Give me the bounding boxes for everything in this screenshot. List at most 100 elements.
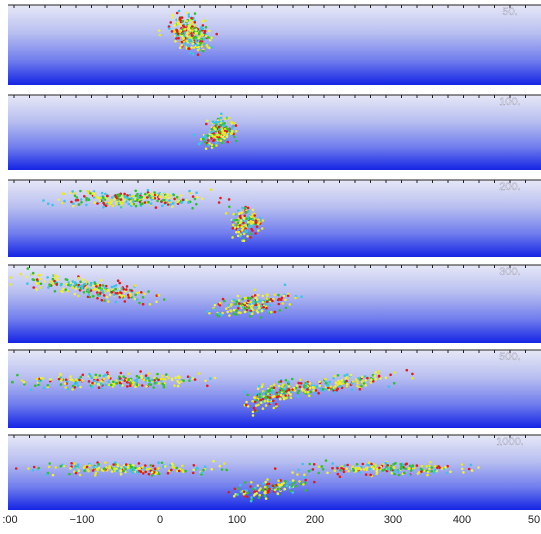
particle bbox=[72, 380, 75, 383]
particle bbox=[214, 304, 217, 307]
particle bbox=[167, 197, 170, 200]
particle bbox=[321, 465, 324, 468]
particle bbox=[405, 463, 408, 466]
particle bbox=[192, 53, 195, 56]
particle bbox=[401, 466, 404, 469]
particle bbox=[232, 227, 235, 230]
x-tick-label: 50 bbox=[528, 514, 540, 526]
particle bbox=[345, 377, 348, 380]
particle bbox=[352, 469, 355, 472]
particle bbox=[103, 203, 106, 206]
particle bbox=[115, 284, 118, 287]
particle bbox=[194, 198, 197, 201]
particle bbox=[334, 470, 337, 473]
particle bbox=[296, 384, 299, 387]
particle bbox=[97, 463, 100, 466]
particle bbox=[192, 469, 195, 472]
particle bbox=[226, 311, 229, 314]
particle bbox=[178, 10, 181, 13]
particle bbox=[79, 285, 82, 288]
particle bbox=[60, 283, 63, 286]
time-label: 50. bbox=[502, 6, 517, 18]
particle bbox=[187, 201, 190, 204]
particle bbox=[159, 34, 162, 37]
particle bbox=[91, 382, 94, 385]
particle bbox=[385, 462, 388, 465]
particle bbox=[74, 282, 77, 285]
particle bbox=[249, 232, 252, 235]
particle bbox=[142, 296, 145, 299]
particle bbox=[32, 272, 35, 275]
particle bbox=[356, 463, 359, 466]
particle bbox=[185, 20, 188, 23]
particle bbox=[246, 235, 249, 238]
particle bbox=[83, 195, 86, 198]
particle bbox=[108, 289, 111, 292]
particle bbox=[410, 469, 413, 472]
particle bbox=[67, 290, 70, 293]
particle bbox=[135, 205, 138, 208]
particle bbox=[280, 394, 283, 397]
particle bbox=[146, 196, 149, 199]
particle bbox=[165, 373, 168, 376]
particle bbox=[85, 204, 88, 207]
particle bbox=[327, 383, 330, 386]
particle bbox=[96, 379, 99, 382]
particle bbox=[385, 466, 388, 469]
particle bbox=[287, 295, 290, 298]
x-tick-label: 400 bbox=[453, 514, 471, 526]
particle bbox=[178, 377, 181, 380]
particle bbox=[112, 205, 115, 208]
particle bbox=[366, 377, 369, 380]
particle bbox=[36, 378, 39, 381]
particle bbox=[49, 378, 52, 381]
particle bbox=[282, 395, 285, 398]
particle bbox=[193, 26, 196, 29]
particle bbox=[171, 14, 174, 17]
particle bbox=[82, 278, 85, 281]
particle bbox=[202, 138, 205, 141]
particle bbox=[191, 207, 194, 210]
particle bbox=[204, 466, 207, 469]
particle bbox=[35, 288, 38, 291]
particle bbox=[103, 299, 106, 302]
particle bbox=[148, 379, 151, 382]
particle bbox=[190, 17, 193, 20]
particle bbox=[373, 468, 376, 471]
particle bbox=[78, 469, 81, 472]
panel-background bbox=[8, 265, 541, 343]
particle bbox=[169, 195, 172, 198]
particle bbox=[249, 485, 252, 488]
particle bbox=[33, 279, 36, 282]
particle bbox=[253, 490, 256, 493]
particle bbox=[102, 206, 105, 209]
particle bbox=[427, 471, 430, 474]
particle bbox=[293, 387, 296, 390]
particle bbox=[243, 491, 246, 494]
particle bbox=[243, 233, 246, 236]
particle bbox=[253, 289, 256, 292]
particle bbox=[100, 279, 103, 282]
particle bbox=[109, 466, 112, 469]
particle bbox=[245, 401, 248, 404]
particle bbox=[39, 286, 42, 289]
particle bbox=[312, 468, 315, 471]
particle bbox=[30, 389, 33, 392]
particle bbox=[262, 407, 265, 410]
particle bbox=[239, 484, 242, 487]
particle bbox=[273, 387, 276, 390]
particle bbox=[181, 35, 184, 38]
particle bbox=[80, 198, 83, 201]
particle bbox=[21, 379, 24, 382]
particle bbox=[95, 472, 98, 475]
particle bbox=[325, 459, 328, 462]
particle bbox=[204, 134, 207, 137]
particle bbox=[72, 205, 75, 208]
particle bbox=[374, 464, 377, 467]
particle bbox=[394, 371, 397, 374]
particle bbox=[269, 396, 272, 399]
particle bbox=[262, 482, 265, 485]
particle bbox=[186, 12, 189, 15]
particle bbox=[251, 400, 254, 403]
particle bbox=[173, 30, 176, 33]
